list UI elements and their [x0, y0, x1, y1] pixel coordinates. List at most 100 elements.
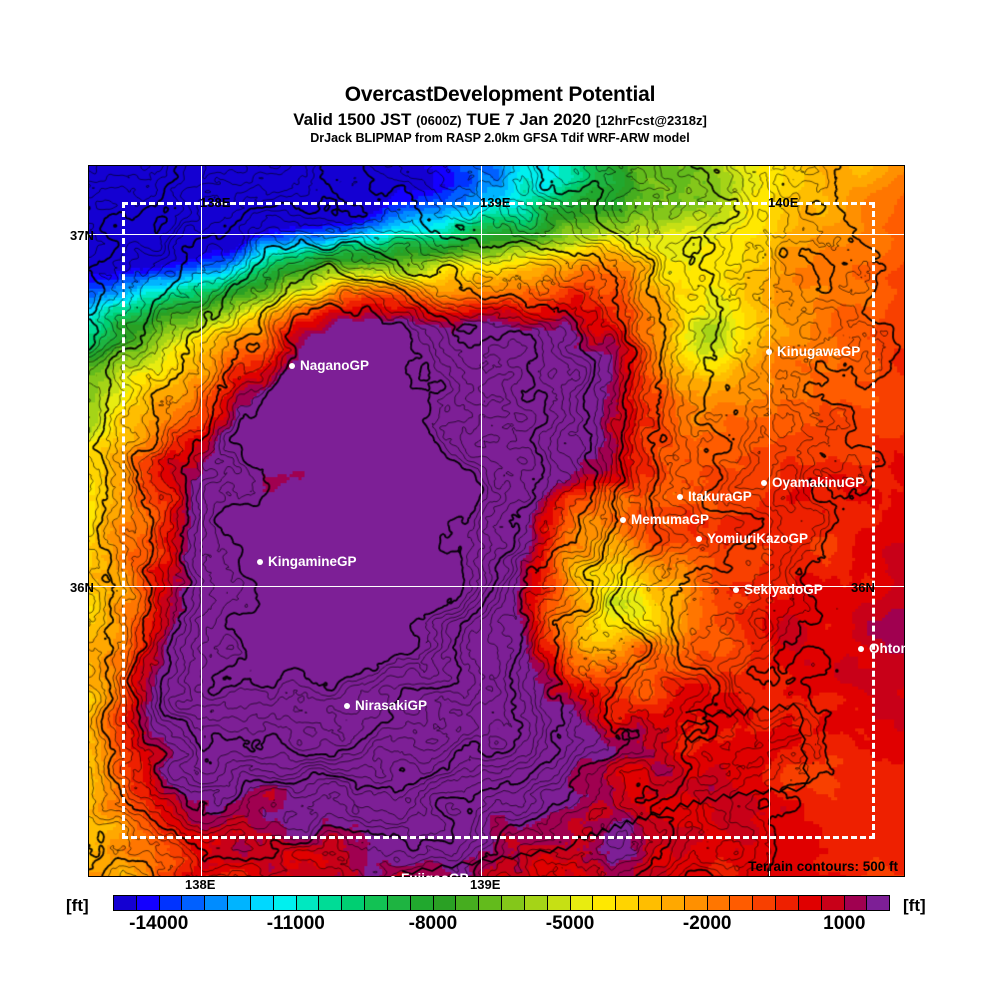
station-marker-icon	[858, 645, 864, 652]
station-KingamineGP[interactable]: KingamineGP	[257, 554, 357, 570]
station-FujigaoGP[interactable]: FujigaoGP	[390, 871, 469, 887]
station-marker-icon	[257, 558, 263, 565]
colorbar-swatch-2	[159, 896, 183, 910]
station-label: OyamakinuGP	[772, 475, 865, 491]
colorbar-swatch-3	[182, 896, 206, 910]
colorbar-swatch-22	[616, 896, 640, 910]
station-label: ItakuraGP	[688, 489, 752, 505]
station-marker-icon	[733, 586, 739, 593]
axis-label-lon-138E-bottom: 138E	[185, 877, 216, 892]
station-marker-icon	[677, 493, 683, 500]
colorbar-swatch-24	[661, 896, 685, 910]
gridline-lat-37N	[89, 234, 904, 235]
colorbar-unit-right: [ft]	[903, 896, 926, 915]
colorbar-swatch-27	[730, 896, 754, 910]
station-KinugawaGP[interactable]: KinugawaGP	[766, 344, 860, 360]
station-label: KinugawaGP	[777, 344, 861, 360]
station-marker-icon	[766, 348, 772, 355]
colorbar-swatch-4	[205, 896, 229, 910]
colorbar-swatch-9	[319, 896, 343, 910]
station-label: NaganoGP	[300, 358, 370, 374]
station-ItakuraGP[interactable]: ItakuraGP	[677, 489, 752, 505]
valid-time-prefix: Valid 1500 JST	[293, 110, 412, 129]
station-label: MemumaGP	[631, 512, 710, 528]
station-marker-icon	[696, 535, 702, 542]
title-block: OvercastDevelopment Potential Valid 1500…	[0, 0, 1000, 145]
colorbar-scale[interactable]	[113, 895, 890, 911]
colorbar-swatch-16	[479, 896, 503, 910]
colorbar-swatch-29	[776, 896, 799, 910]
colorbar-swatch-8	[296, 896, 320, 910]
station-marker-icon	[390, 875, 396, 882]
colorbar-swatch-20	[570, 896, 594, 910]
valid-time-line: Valid 1500 JST (0600Z) TUE 7 Jan 2020 [1…	[0, 111, 1000, 128]
colorbar-swatch-21	[593, 896, 617, 910]
colorbar-tick-labels: -14000 -11000 -8000 -5000 -2000 1000	[0, 913, 1000, 937]
station-marker-icon	[344, 702, 350, 709]
colorbar-swatch-23	[639, 896, 662, 910]
graticule-label-lat-36N-right: 36N	[851, 580, 875, 595]
graticule-label-lon-138E-top: 138E	[200, 195, 231, 210]
model-domain-boundary	[122, 202, 875, 839]
gridline-lon-138E	[201, 166, 202, 876]
station-label: FujigaoGP	[401, 871, 469, 887]
station-NaganoGP[interactable]: NaganoGP	[289, 358, 369, 374]
station-MemumaGP[interactable]: MemumaGP	[620, 512, 709, 528]
station-marker-icon	[289, 362, 295, 369]
map-plot-area[interactable]: Terrain contours: 500 ft	[88, 165, 905, 877]
colorbar-swatch-32	[844, 896, 868, 910]
station-SekiyadoGP[interactable]: SekiyadoGP	[733, 582, 823, 598]
colorbar-tick--11000: -11000	[266, 913, 325, 934]
colorbar-swatch-17	[502, 896, 525, 910]
colorbar-tick--5000: -5000	[545, 913, 595, 934]
station-marker-icon	[761, 479, 767, 486]
forecast-tag: [12hrFcst@2318z]	[595, 113, 707, 128]
station-OyamakinuGP[interactable]: OyamakinuGP	[761, 475, 864, 491]
colorbar-tick-1000: 1000	[823, 913, 866, 934]
valid-time-utc: (0600Z)	[416, 113, 462, 128]
colorbar-tick--2000: -2000	[682, 913, 732, 934]
colorbar-swatch-18	[524, 896, 548, 910]
colorbar-swatch-12	[387, 896, 411, 910]
colorbar-swatch-31	[821, 896, 845, 910]
model-source-line: DrJack BLIPMAP from RASP 2.0km GFSA Tdif…	[310, 131, 690, 145]
gridline-lon-140E	[769, 166, 770, 876]
colorbar-row: [ft] [ft] -14000 -11000 -8000 -5000 -2000 100…	[0, 893, 1000, 943]
station-NirasakiGP[interactable]: NirasakiGP	[344, 698, 427, 714]
heatmap-canvas	[89, 166, 904, 876]
colorbar-swatch-13	[410, 896, 434, 910]
colorbar-swatch-15	[456, 896, 480, 910]
station-label: YomiuriKazoGP	[707, 531, 809, 547]
terrain-contour-note: Terrain contours: 500 ft	[748, 859, 898, 874]
colorbar-swatch-26	[707, 896, 731, 910]
station-YomiuriKazoGP[interactable]: YomiuriKazoGP	[696, 531, 808, 547]
station-marker-icon	[620, 516, 626, 523]
colorbar-swatch-19	[547, 896, 571, 910]
station-label: NirasakiGP	[355, 698, 428, 714]
colorbar-swatch-10	[342, 896, 366, 910]
graticule-label-lon-140E-top: 140E	[768, 195, 799, 210]
station-label: Ohtone	[869, 641, 917, 657]
station-OhtoneGP[interactable]: Ohtone	[858, 641, 916, 657]
page-title: OvercastDevelopment Potential	[344, 83, 656, 106]
colorbar-unit-left: [ft]	[66, 896, 89, 915]
graticule-label-lat-36N-left: 36N	[70, 580, 94, 595]
colorbar-swatch-28	[753, 896, 777, 910]
colorbar-swatch-7	[273, 896, 297, 910]
colorbar-swatch-5	[228, 896, 251, 910]
valid-date: TUE 7 Jan 2020	[466, 110, 592, 129]
graticule-label-lon-139E-top: 139E	[480, 195, 511, 210]
colorbar-swatch-25	[684, 896, 708, 910]
station-label: SekiyadoGP	[744, 582, 823, 598]
colorbar-tick--8000: -8000	[408, 913, 458, 934]
colorbar-swatch-11	[365, 896, 388, 910]
colorbar-swatch-1	[136, 896, 160, 910]
colorbar-tick--14000: -14000	[129, 913, 189, 934]
gridline-lat-36N	[89, 586, 904, 587]
gridline-lon-139E	[481, 166, 482, 876]
graticule-label-lat-37N-left: 37N	[70, 228, 94, 243]
colorbar-swatch-33	[867, 896, 890, 910]
colorbar-swatch-0	[114, 896, 137, 910]
station-label: KingamineGP	[268, 554, 357, 570]
colorbar-swatch-14	[433, 896, 457, 910]
